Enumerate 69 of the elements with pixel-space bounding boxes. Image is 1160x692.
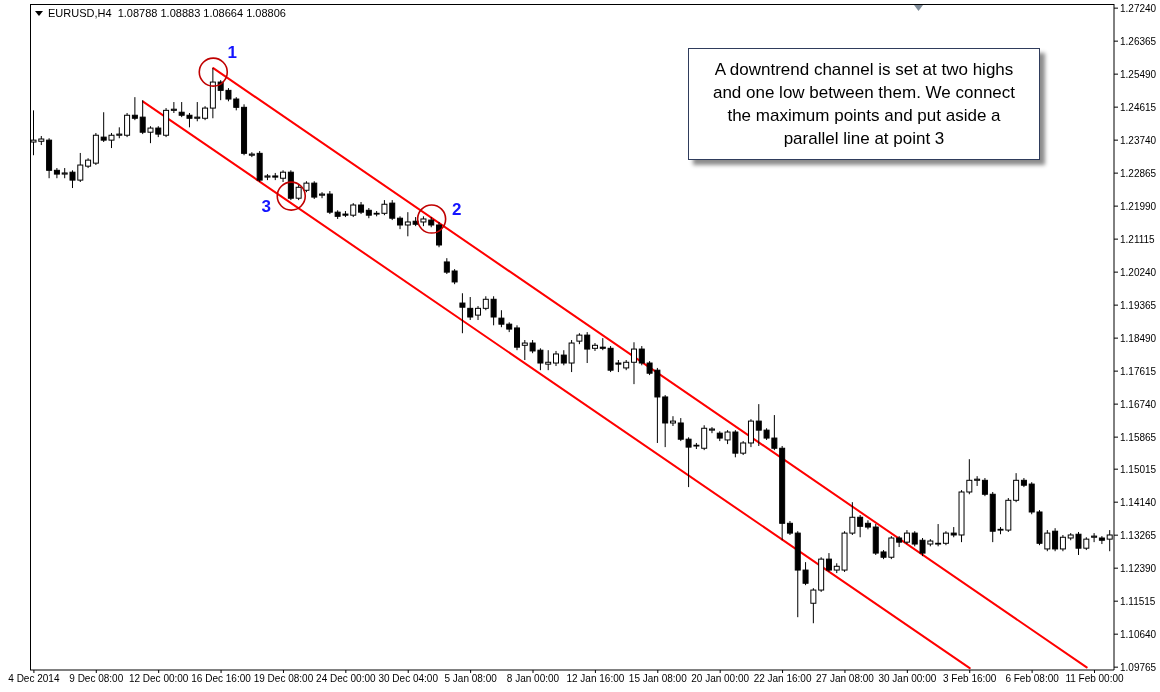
y-tick-label: 1.11515 <box>1120 595 1156 607</box>
annotation: 3 <box>261 196 271 216</box>
y-tick-label: 1.26365 <box>1120 35 1157 47</box>
candlestick <box>436 221 443 248</box>
chart-title: EURUSD,H4 1.08788 1.08883 1.08664 1.08806 <box>48 7 286 19</box>
candlestick <box>514 324 521 351</box>
x-tick-label: 11 Feb 00:00 <box>1065 673 1125 685</box>
x-tick-label: 22 Jan 16:00 <box>753 673 812 685</box>
x-tick-label: 27 Jan 08:00 <box>816 673 875 685</box>
x-tick-label: 12 Jan 16:00 <box>566 673 625 685</box>
y-tick-label: 1.18490 <box>1120 332 1157 344</box>
y-tick-label: 1.16740 <box>1120 398 1157 410</box>
y-tick-label: 1.21990 <box>1120 200 1157 212</box>
annotation: 1 <box>227 42 237 62</box>
annotation: A downtrend channel is set at two highs and one low between them. We connect the maximum points and put aside a parallel line at point 3 <box>711 59 1017 150</box>
x-tick-label: 30 Jan 00:00 <box>878 673 937 685</box>
candlestick <box>974 475 981 487</box>
y-tick-label: 1.20240 <box>1120 266 1157 278</box>
y-tick-label: 1.13265 <box>1120 529 1157 541</box>
candlestick <box>467 296 474 321</box>
y-tick-label: 1.17615 <box>1120 365 1157 377</box>
y-tick-label: 1.19365 <box>1120 299 1157 311</box>
candlestick <box>1052 527 1059 552</box>
y-tick-label: 1.14140 <box>1120 496 1157 508</box>
y-tick-label: 1.24615 <box>1120 101 1157 113</box>
y-tick-label: 1.25490 <box>1120 68 1157 80</box>
x-tick-label: 16 Dec 16:00 <box>191 673 252 685</box>
callout-box: A downtrend channel is set at two highs and one low between them. We connect the maximum points and put aside a parallel line at point 3 <box>688 48 1040 160</box>
candlestick <box>1013 472 1020 503</box>
x-tick-label: 30 Dec 04:00 <box>378 673 439 685</box>
y-tick-label: 1.15015 <box>1120 463 1157 475</box>
annotation: 2 <box>451 199 462 219</box>
candlestick <box>825 552 832 573</box>
candlestick <box>630 341 637 385</box>
candlestick <box>708 426 715 434</box>
x-tick-label: 19 Dec 08:00 <box>253 673 314 685</box>
y-tick-label: 1.10640 <box>1120 628 1157 640</box>
candlestick <box>747 418 754 448</box>
y-tick-label: 1.21115 <box>1120 233 1156 245</box>
x-tick-label: 6 Feb 08:00 <box>1005 673 1060 685</box>
x-tick-label: 20 Jan 00:00 <box>691 673 750 685</box>
x-tick-label: 5 Jan 08:00 <box>444 673 498 685</box>
candlestick <box>124 112 131 138</box>
y-tick-label: 1.23740 <box>1120 134 1157 146</box>
candlestick <box>935 523 942 547</box>
candlestick <box>981 477 988 497</box>
candlestick <box>857 514 864 538</box>
x-tick-label: 15 Jan 08:00 <box>628 673 688 685</box>
x-tick-label: 9 Dec 08:00 <box>69 673 124 685</box>
candlestick <box>1098 535 1105 545</box>
x-tick-label: 12 Dec 00:00 <box>128 673 189 685</box>
candlestick <box>459 292 466 334</box>
candlestick <box>896 535 903 548</box>
y-tick-label: 1.22865 <box>1120 167 1157 179</box>
x-tick-label: 3 Feb 16:00 <box>943 673 997 685</box>
candlestick <box>131 96 138 121</box>
y-tick-label: 1.27240 <box>1120 2 1157 14</box>
candlestick <box>592 342 598 352</box>
candlestick <box>319 191 326 199</box>
x-tick-label: 8 Jan 00:00 <box>506 673 560 685</box>
candlestick <box>669 415 676 427</box>
candlestick <box>170 101 177 114</box>
candlestick <box>1091 532 1098 543</box>
y-tick-label: 1.15865 <box>1120 431 1157 443</box>
x-tick-label: 24 Dec 00:00 <box>316 673 377 685</box>
x-tick-label: 4 Dec 2014 <box>8 673 60 685</box>
candlestick <box>53 167 60 179</box>
y-tick-label: 1.12390 <box>1120 562 1157 574</box>
y-tick-label: 1.09765 <box>1120 661 1157 673</box>
